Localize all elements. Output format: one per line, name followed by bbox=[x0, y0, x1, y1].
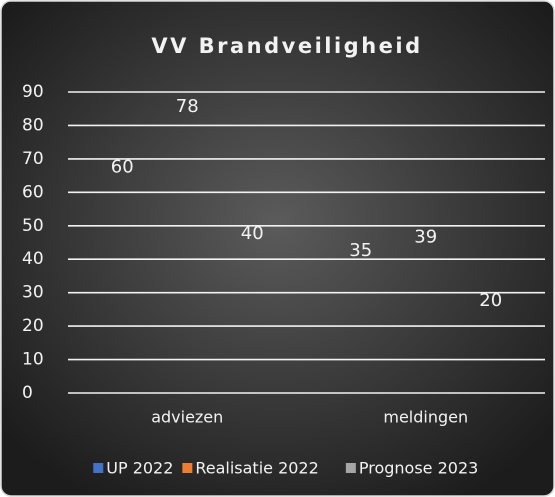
y-tick-label: 80 bbox=[22, 115, 44, 135]
data-label: 39 bbox=[414, 227, 437, 248]
y-tick-label: 90 bbox=[22, 82, 44, 102]
y-tick-label: 60 bbox=[22, 182, 44, 202]
data-label: 78 bbox=[176, 96, 199, 117]
data-label: 40 bbox=[241, 223, 264, 244]
legend-swatch bbox=[182, 463, 193, 473]
bar bbox=[458, 326, 523, 393]
chart-title: VV Brandveiligheid bbox=[151, 34, 422, 58]
data-label: 35 bbox=[349, 240, 372, 261]
bar bbox=[393, 263, 458, 393]
y-tick-label: 30 bbox=[22, 283, 44, 303]
legend-swatch bbox=[345, 463, 356, 473]
x-tick-label: adviezen bbox=[151, 408, 223, 427]
bar bbox=[90, 192, 155, 393]
data-label: 20 bbox=[479, 290, 502, 311]
legend-label: Realisatie 2022 bbox=[195, 459, 318, 478]
legend-swatch bbox=[93, 463, 104, 473]
legend-label: Prognose 2023 bbox=[359, 459, 478, 478]
y-tick-label: 0 bbox=[22, 383, 33, 403]
bar bbox=[328, 276, 393, 393]
y-tick-label: 40 bbox=[22, 249, 44, 269]
bar bbox=[220, 259, 285, 393]
bar bbox=[155, 132, 220, 393]
legend-label: UP 2022 bbox=[106, 459, 173, 478]
data-label: 60 bbox=[111, 156, 134, 177]
y-tick-label: 10 bbox=[22, 350, 44, 370]
x-tick-label: meldingen bbox=[383, 408, 468, 427]
y-tick-label: 70 bbox=[22, 149, 44, 169]
y-tick-label: 50 bbox=[22, 216, 44, 236]
y-tick-label: 20 bbox=[22, 316, 44, 336]
